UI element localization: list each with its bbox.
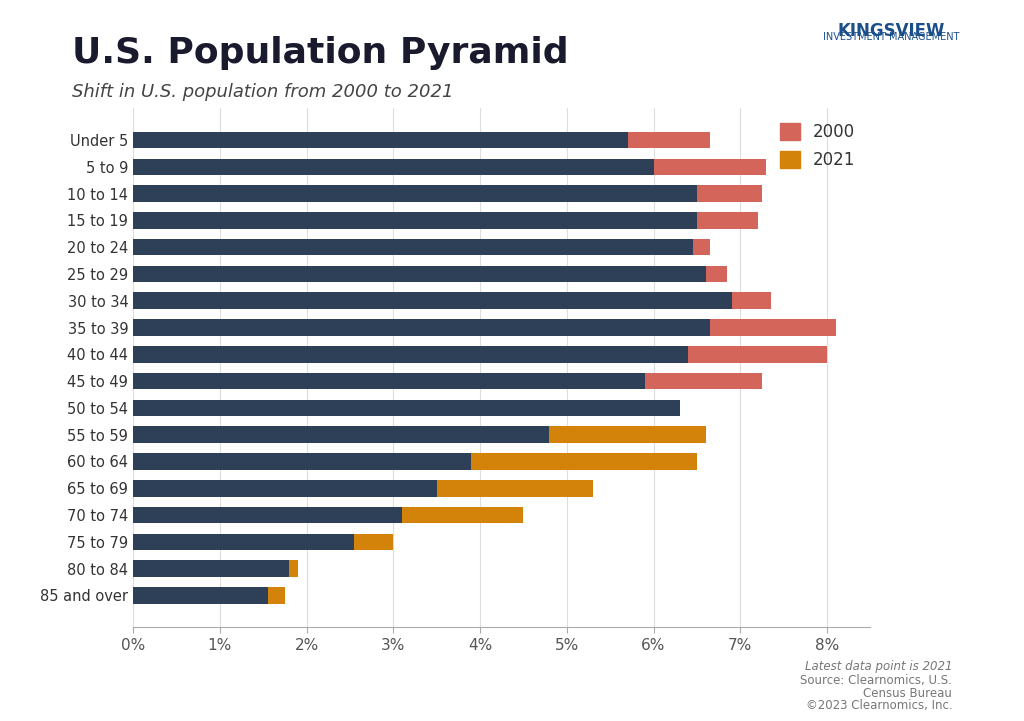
Bar [133, 560, 289, 577]
Bar [133, 454, 471, 470]
Bar [133, 132, 628, 149]
Bar [133, 159, 653, 175]
Bar [692, 239, 710, 255]
Bar [628, 132, 710, 149]
Bar [471, 454, 697, 470]
Bar [133, 293, 731, 309]
Bar [133, 534, 354, 550]
Bar [133, 426, 550, 443]
Text: Shift in U.S. population from 2000 to 2021: Shift in U.S. population from 2000 to 20… [72, 83, 454, 101]
Bar [267, 587, 285, 603]
Bar [133, 239, 692, 255]
Bar [706, 265, 727, 282]
Bar [133, 373, 645, 389]
Text: KINGSVIEW: KINGSVIEW [838, 22, 944, 40]
Bar [133, 346, 688, 363]
Bar [354, 534, 393, 550]
Bar [653, 159, 766, 175]
Text: ©2023 Clearnomics, Inc.: ©2023 Clearnomics, Inc. [806, 699, 952, 712]
Bar [697, 212, 758, 229]
Bar [133, 399, 680, 416]
Bar [550, 426, 706, 443]
Bar [133, 319, 710, 336]
Legend: 2000, 2021: 2000, 2021 [773, 117, 862, 176]
Text: Latest data point is 2021: Latest data point is 2021 [805, 660, 952, 673]
Text: U.S. Population Pyramid: U.S. Population Pyramid [72, 36, 568, 70]
Text: Census Bureau: Census Bureau [863, 687, 952, 700]
Bar [688, 346, 827, 363]
Bar [133, 265, 706, 282]
Bar [133, 507, 402, 523]
Bar [697, 185, 762, 202]
Bar [402, 507, 523, 523]
Text: Source: Clearnomics, U.S.: Source: Clearnomics, U.S. [801, 674, 952, 687]
Bar [436, 480, 593, 497]
Text: INVESTMENT MANAGEMENT: INVESTMENT MANAGEMENT [822, 32, 959, 43]
Bar [133, 212, 697, 229]
Bar [133, 480, 436, 497]
Bar [133, 587, 267, 603]
Bar [645, 373, 762, 389]
Bar [289, 560, 298, 577]
Bar [710, 319, 836, 336]
Bar [133, 185, 697, 202]
Bar [731, 293, 771, 309]
